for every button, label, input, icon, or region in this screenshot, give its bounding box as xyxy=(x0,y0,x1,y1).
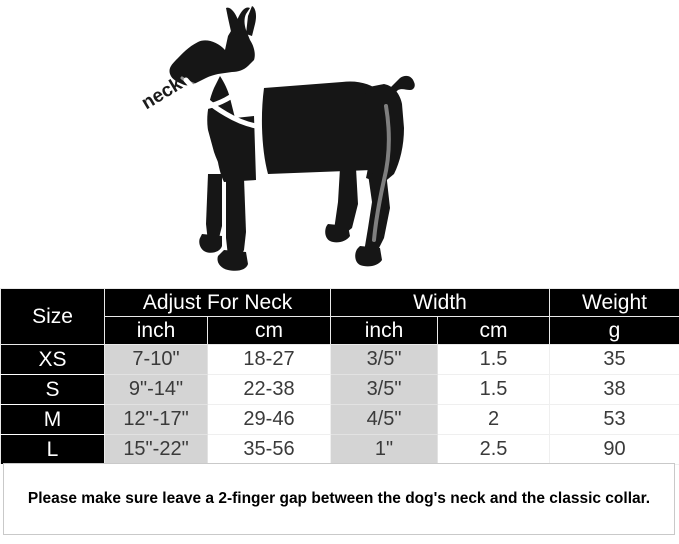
cell-size: XS xyxy=(0,344,105,375)
cell-width-cm: 2 xyxy=(437,404,551,435)
header-width: Width xyxy=(330,288,551,317)
header-neck-cm: cm xyxy=(206,316,332,345)
size-chart-table-container: Size Adjust For Neck Width Weight inch c… xyxy=(0,288,679,465)
cell-size: L xyxy=(0,434,105,465)
cell-neck-cm: 22-38 xyxy=(206,374,332,405)
table-row: XS 7-10" 18-27 3/5" 1.5 35 xyxy=(0,344,679,375)
cell-neck-cm: 29-46 xyxy=(206,404,332,435)
table-header-row-units: inch cm inch cm g xyxy=(1,316,679,345)
header-adjust-for-neck: Adjust For Neck xyxy=(103,288,332,317)
cell-weight-g: 35 xyxy=(549,344,679,375)
header-neck-inch: inch xyxy=(104,316,208,345)
cell-size: M xyxy=(0,404,105,435)
cell-width-inch: 3/5" xyxy=(330,374,439,405)
cell-neck-cm: 35-56 xyxy=(206,434,332,465)
dog-illustration-area: neck xyxy=(138,6,415,271)
cell-neck-inch: 7-10" xyxy=(104,344,208,375)
header-size: Size xyxy=(0,288,105,345)
cell-width-inch: 4/5" xyxy=(330,404,439,435)
cell-neck-inch: 12"-17" xyxy=(104,404,208,435)
cell-width-cm: 2.5 xyxy=(437,434,551,465)
table-body: XS 7-10" 18-27 3/5" 1.5 35 S 9"-14" 22-3… xyxy=(0,344,679,465)
cell-width-inch: 1" xyxy=(330,434,439,465)
header-weight: Weight xyxy=(549,288,679,317)
header-weight-g: g xyxy=(549,316,679,345)
header-width-cm: cm xyxy=(437,316,551,345)
dog-silhouette-icon xyxy=(169,6,415,271)
cell-size: S xyxy=(0,374,105,405)
table-row: M 12"-17" 29-46 4/5" 2 53 xyxy=(0,404,679,435)
cell-weight-g: 38 xyxy=(549,374,679,405)
cell-width-cm: 1.5 xyxy=(437,374,551,405)
cell-neck-inch: 15"-22" xyxy=(104,434,208,465)
instruction-note-text: Please make sure leave a 2-finger gap be… xyxy=(27,490,651,507)
table-row: S 9"-14" 22-38 3/5" 1.5 38 xyxy=(0,374,679,405)
cell-neck-inch: 9"-14" xyxy=(104,374,208,405)
size-chart-table: Size Adjust For Neck Width Weight inch c… xyxy=(0,288,679,465)
cell-weight-g: 53 xyxy=(549,404,679,435)
cell-neck-cm: 18-27 xyxy=(206,344,332,375)
cell-weight-g: 90 xyxy=(549,434,679,465)
table-header-row-groups: Size Adjust For Neck Width Weight xyxy=(0,288,679,345)
header-width-inch: inch xyxy=(330,316,439,345)
cell-width-inch: 3/5" xyxy=(330,344,439,375)
table-header: Size Adjust For Neck Width Weight inch c… xyxy=(0,288,679,345)
table-row: L 15"-22" 35-56 1" 2.5 90 xyxy=(0,434,679,465)
instruction-note-box: Please make sure leave a 2-finger gap be… xyxy=(3,463,675,535)
cell-width-cm: 1.5 xyxy=(437,344,551,375)
